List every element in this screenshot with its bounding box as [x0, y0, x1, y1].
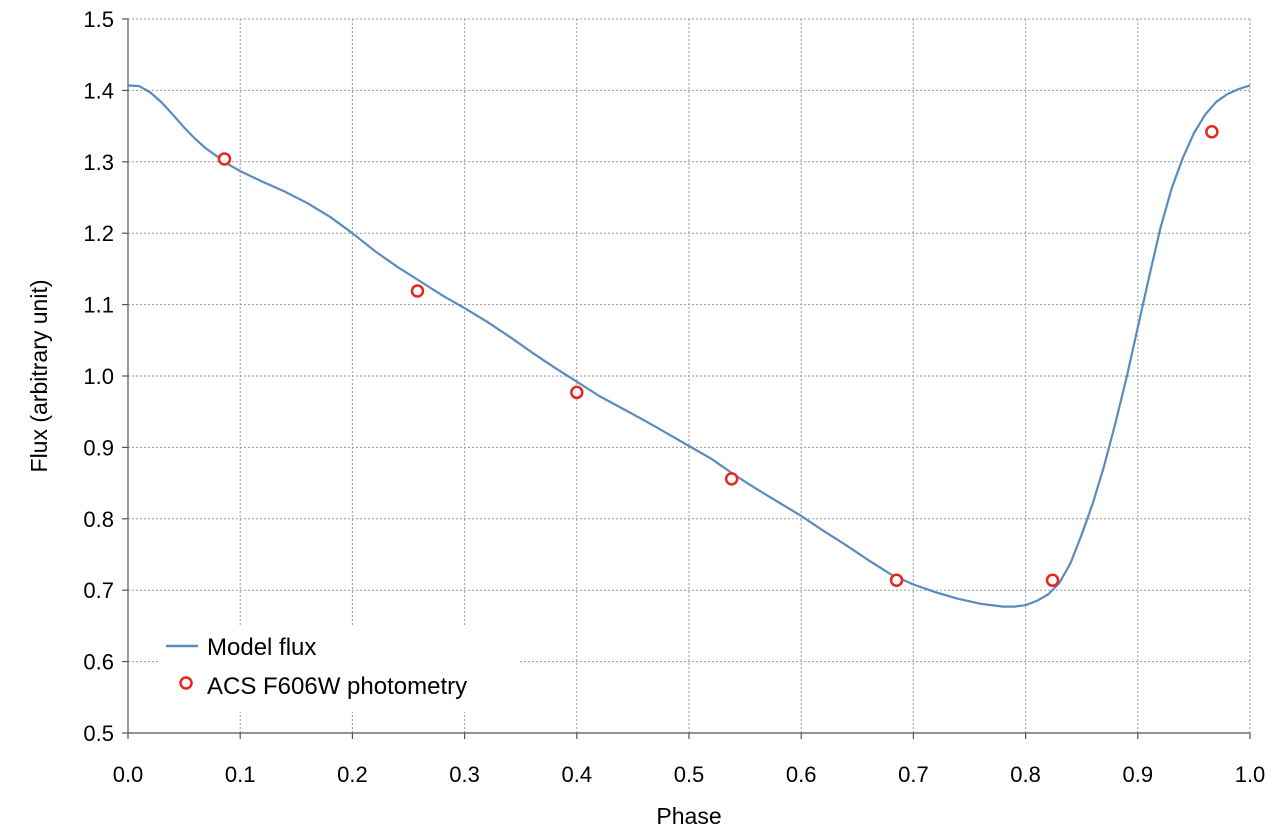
legend-marker-swatch [179, 676, 193, 690]
x-tick-label: 0.6 [786, 762, 817, 787]
grid-lines [128, 18, 1251, 733]
y-tick-label: 0.9 [83, 435, 114, 460]
y-tick-label: 0.8 [83, 507, 114, 532]
x-tick-label: 0.1 [225, 762, 256, 787]
x-tick-label: 0.7 [898, 762, 929, 787]
x-tick-label: 0.9 [1123, 762, 1154, 787]
legend-label-model-flux: Model flux [207, 634, 316, 661]
x-tick-label: 1.0 [1235, 762, 1266, 787]
y-tick-label: 1.3 [83, 150, 114, 175]
y-tick-label: 1.4 [83, 78, 114, 103]
plot-marks [127, 84, 1251, 608]
y-tick-label: 0.6 [83, 650, 114, 675]
y-axis-title: Flux (arbitrary unit) [26, 280, 52, 473]
axes [122, 18, 1251, 739]
legend-label-acs-photometry: ACS F606W photometry [207, 673, 467, 700]
y-tick-label: 1.2 [83, 221, 114, 246]
x-tick-label: 0.3 [449, 762, 480, 787]
series-line-model-flux [127, 84, 1251, 608]
data-point-acs-photometry [570, 385, 584, 400]
x-tick-label: 0.4 [562, 762, 593, 787]
x-tick-label: 0.8 [1010, 762, 1041, 787]
x-tick-label: 0.0 [113, 762, 144, 787]
data-point-acs-photometry [724, 472, 739, 486]
y-tick-label: 0.7 [83, 578, 114, 603]
data-point-acs-photometry [217, 152, 232, 166]
y-tick-label: 1.1 [83, 293, 114, 318]
x-tick-label: 0.5 [674, 762, 705, 787]
y-tick-label: 0.5 [83, 721, 114, 746]
y-tick-label: 1.0 [83, 364, 114, 389]
x-axis-title: Phase [656, 803, 721, 829]
data-point-acs-photometry [1045, 573, 1060, 587]
y-tick-label: 1.5 [83, 7, 114, 32]
legend: Model flux ACS F606W photometry [160, 626, 518, 712]
tick-labels: 0.5 0.6 0.7 0.8 0.9 1.0 1.1 1.2 1.3 1.4 1.5 0.0 0.1 0… [83, 7, 1265, 787]
data-point-acs-photometry [889, 573, 904, 587]
legend-background [160, 626, 518, 712]
x-tick-label: 0.2 [337, 762, 368, 787]
data-point-acs-photometry [1205, 125, 1219, 139]
data-point-acs-photometry [410, 284, 425, 298]
